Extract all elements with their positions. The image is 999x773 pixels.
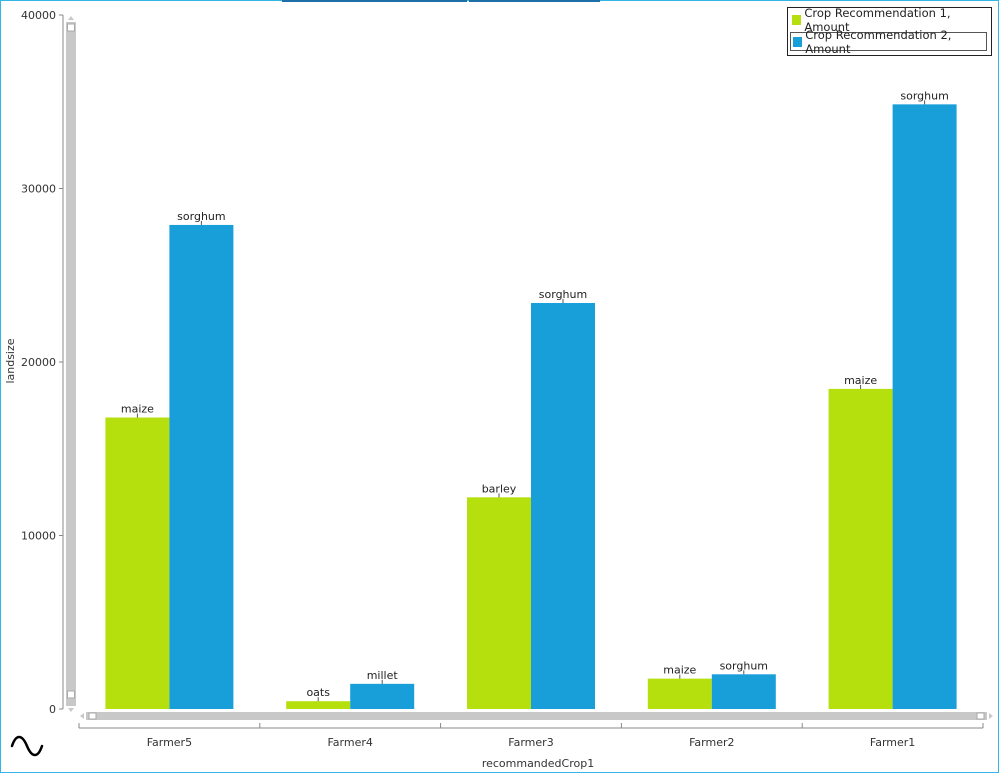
data-label: oats — [306, 686, 330, 699]
data-label: maize — [663, 664, 696, 677]
bar[interactable] — [467, 497, 531, 709]
x-tick-label: Farmer5 — [147, 736, 192, 749]
y-tick-label: 20000 — [21, 356, 56, 369]
scroll-right-arrow-icon[interactable] — [989, 713, 993, 719]
data-label: sorghum — [720, 659, 768, 672]
y-tick-label: 10000 — [21, 530, 56, 543]
legend-item[interactable]: Crop Recommendation 1, Amount — [790, 6, 987, 34]
x-tick-label: Farmer4 — [327, 736, 372, 749]
bar[interactable] — [711, 674, 776, 709]
y-axis: 0 10000 20000 30000 40000 — [21, 9, 64, 716]
y-tick-label: 30000 — [21, 183, 56, 196]
x-tick-label: Farmer1 — [870, 736, 915, 749]
x-axis: Farmer5 Farmer4 Farmer3 Farmer2 Farmer1 — [78, 723, 984, 749]
horizontal-scrollbar-right-handle[interactable] — [976, 712, 985, 720]
y-tick-label: 40000 — [21, 9, 56, 22]
y-tick-label: 0 — [49, 703, 56, 716]
bar[interactable] — [286, 701, 351, 709]
data-label: maize — [844, 374, 877, 387]
bar[interactable] — [169, 224, 234, 709]
legend-label: Crop Recommendation 2, Amount — [805, 27, 952, 56]
horizontal-scrollbar-left-handle[interactable] — [88, 712, 97, 720]
y-axis-title: landsize — [4, 338, 17, 383]
bar[interactable] — [828, 388, 893, 709]
scroll-down-arrow-icon[interactable] — [68, 708, 74, 712]
data-label: maize — [121, 403, 154, 416]
tab-strip-indicator — [282, 0, 467, 2]
vertical-scrollbar-top-handle[interactable] — [67, 23, 75, 32]
data-label: millet — [367, 669, 399, 682]
horizontal-scrollbar[interactable] — [80, 712, 993, 720]
horizontal-scrollbar-track[interactable] — [86, 712, 987, 720]
bar[interactable] — [350, 683, 415, 709]
bar[interactable] — [892, 104, 957, 710]
bars-group: maize oats barley maize maize sorghum millet so… — [105, 89, 957, 710]
data-label: sorghum — [900, 89, 948, 102]
x-tick-label: Farmer3 — [508, 736, 553, 749]
data-label: sorghum — [539, 288, 587, 301]
scroll-left-arrow-icon[interactable] — [80, 713, 84, 719]
legend-swatch — [792, 14, 802, 25]
x-tick-label: Farmer2 — [689, 736, 734, 749]
vertical-scrollbar-track[interactable] — [66, 22, 76, 706]
legend-item[interactable]: Crop Recommendation 2, Amount — [790, 28, 987, 56]
legend-label: Crop Recommendation 1, Amount — [804, 5, 951, 34]
data-label: sorghum — [177, 210, 225, 223]
tab-strip-indicator — [469, 0, 600, 2]
legend-swatch — [793, 36, 803, 47]
data-label: barley — [482, 482, 517, 495]
sine-wave-icon[interactable] — [10, 735, 44, 757]
bar[interactable] — [647, 678, 712, 709]
x-axis-title: recommandedCrop1 — [482, 757, 594, 770]
vertical-scrollbar-bottom-handle[interactable] — [67, 690, 75, 699]
scroll-up-arrow-icon[interactable] — [68, 16, 74, 20]
bar[interactable] — [105, 417, 170, 709]
legend: Crop Recommendation 1, Amount Crop Recom… — [787, 6, 992, 56]
bar[interactable] — [531, 303, 595, 709]
vertical-scrollbar[interactable] — [66, 16, 76, 712]
